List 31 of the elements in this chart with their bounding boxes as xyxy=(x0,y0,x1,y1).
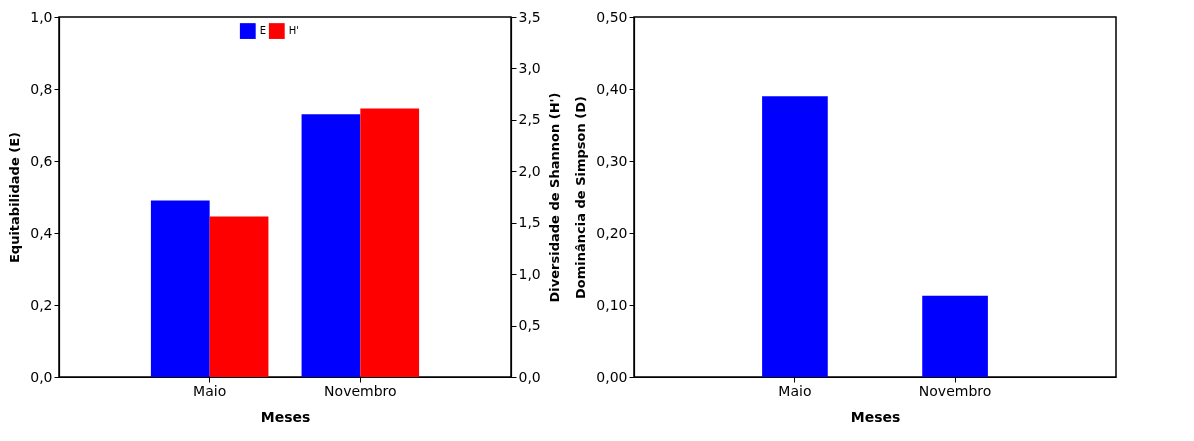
y2-tick-label: 0,0 xyxy=(518,368,541,385)
y-tick-label: 0,6 xyxy=(30,152,53,169)
y-tick-label: 0,40 xyxy=(596,80,628,97)
x-tick-label: Maio xyxy=(193,382,227,399)
y2-tick-label: 1,0 xyxy=(518,265,541,282)
y-tick-label: 0,10 xyxy=(596,296,628,313)
y-tick-label: 0,2 xyxy=(30,296,53,313)
y-tick-label: 0,8 xyxy=(30,80,53,97)
y2-axis-title: Diversidade de Shannon (H') xyxy=(546,92,562,303)
y2-tick-label: 3,0 xyxy=(518,59,541,76)
y-tick-label: 0,50 xyxy=(596,8,628,25)
y-tick-label: 0,0 xyxy=(30,368,53,385)
x-tick-label: Maio xyxy=(778,382,812,399)
y2-tick-label: 1,5 xyxy=(518,214,541,231)
y-tick-label: 0,30 xyxy=(596,152,628,169)
y2-tick-label: 2,5 xyxy=(518,111,541,128)
y-tick-label: 1,0 xyxy=(30,8,53,25)
y-tick-label: 0,00 xyxy=(596,368,628,385)
y2-tick-label: 2,0 xyxy=(518,162,541,179)
y-tick-label: 0,20 xyxy=(596,224,628,241)
x-axis-title: Meses xyxy=(260,408,311,425)
x-tick-label: Novembro xyxy=(324,382,397,399)
x-axis-title: Meses xyxy=(850,408,901,425)
y2-tick-label: 0,5 xyxy=(518,317,541,334)
y2-tick-label: 3,5 xyxy=(518,8,541,25)
x-tick-label: Novembro xyxy=(918,382,992,399)
y-tick-label: 0,4 xyxy=(30,224,53,241)
y-axis-title: Equitabilidade (E) xyxy=(7,131,23,264)
y-axis-title: Dominância de Simpson (D) xyxy=(573,96,589,299)
legend-label: E xyxy=(259,25,267,37)
legend-label: H' xyxy=(288,25,300,37)
